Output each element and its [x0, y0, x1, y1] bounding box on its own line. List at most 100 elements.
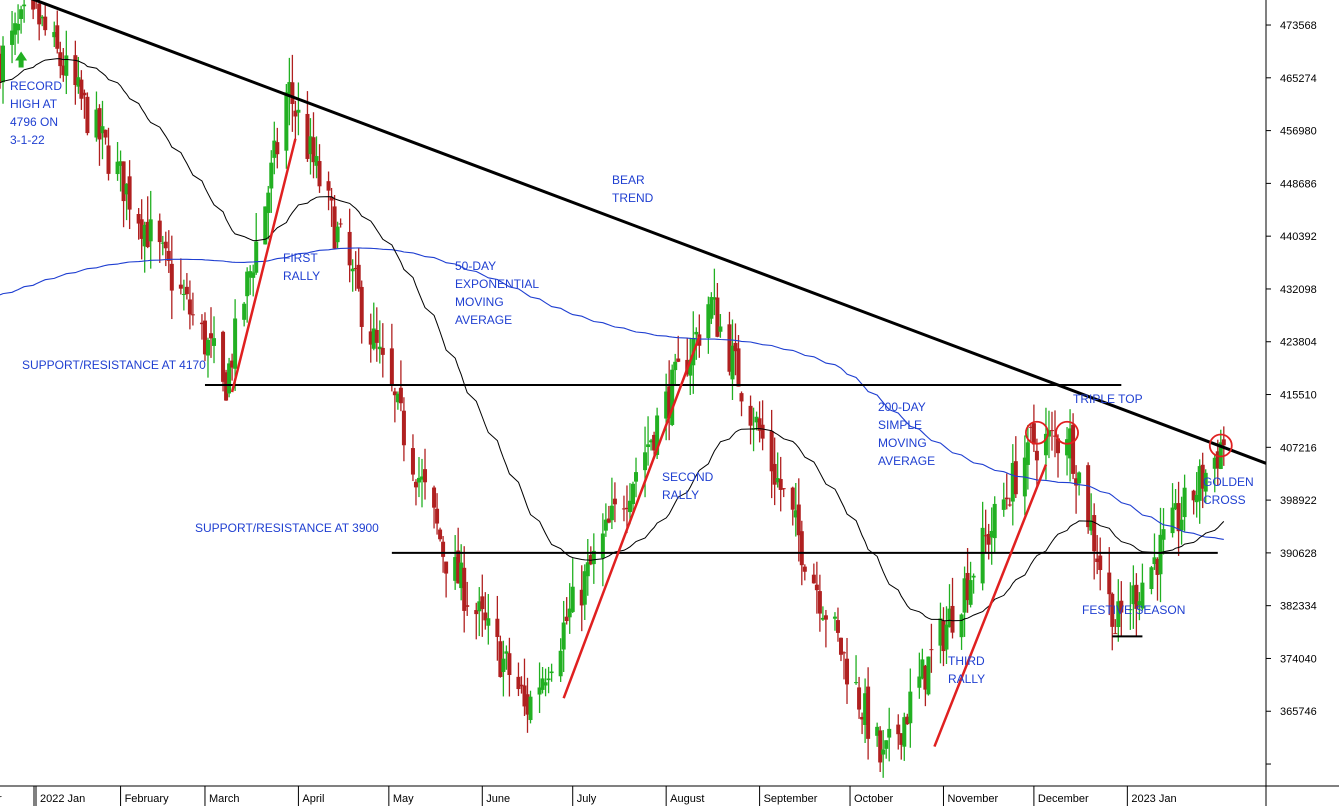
candle-body [673, 362, 677, 370]
candle-body [414, 482, 418, 488]
candle-body [884, 740, 888, 749]
annotation-line: SIMPLE [878, 418, 922, 432]
candle-body [122, 161, 126, 201]
candle-body [462, 568, 466, 611]
candle-body [565, 617, 569, 621]
candle-body [972, 576, 976, 578]
candle-body [85, 97, 89, 133]
annotation-line: AVERAGE [455, 313, 512, 327]
candle-body [1005, 498, 1009, 500]
candle-body [836, 620, 840, 633]
candle-body [960, 614, 964, 637]
annotation-label: TRIPLE TOP [1073, 392, 1143, 406]
candle-body [800, 531, 804, 565]
candle-body [486, 618, 490, 626]
candle-body [1050, 430, 1054, 431]
y-tick-label: 398922 [1280, 495, 1317, 507]
candle-body [318, 161, 322, 186]
x-tick-label: 2023 Jan [1131, 793, 1176, 805]
candle-body [1092, 515, 1096, 551]
candle-body [1008, 505, 1012, 506]
candle-body [55, 25, 59, 48]
candle-body [878, 730, 882, 762]
annotation-line: SECOND [662, 470, 714, 484]
annotation-label: SUPPORT/RESISTANCE AT 4170 [22, 358, 206, 372]
candle-body [438, 530, 442, 540]
candle-body [227, 363, 231, 393]
candle-body [107, 145, 111, 173]
x-tick-label: April [302, 793, 324, 805]
annotation-line: RALLY [662, 488, 699, 502]
candle-body [185, 287, 189, 294]
candle-body [791, 488, 795, 510]
candle-body [191, 314, 195, 315]
candle-body [233, 318, 237, 368]
candle-body [1077, 472, 1081, 483]
y-tick-label: 382334 [1280, 601, 1317, 613]
candle-body [516, 677, 520, 689]
candle-body [797, 505, 801, 536]
candle-body [926, 657, 930, 695]
candle-body [1162, 529, 1166, 540]
annotation-label: SUPPORT/RESISTANCE AT 3900 [195, 521, 379, 535]
candle-body [694, 332, 698, 334]
x-tick-label: 2022 Jan [40, 793, 85, 805]
candle-body [179, 285, 183, 289]
candle-body [740, 393, 744, 401]
candle-body [1098, 556, 1102, 570]
y-tick-label: 423804 [1280, 337, 1317, 349]
candle-body [16, 24, 20, 30]
candle-body [631, 484, 635, 504]
annotation-line: THIRD [948, 654, 985, 668]
y-tick-label: 390628 [1280, 548, 1317, 560]
candle-body [544, 682, 548, 685]
candle-body [1014, 461, 1018, 494]
candle-body [336, 227, 340, 243]
candle-body [402, 411, 406, 446]
candle-body [969, 580, 973, 605]
candle-body [803, 567, 807, 572]
candle-body [854, 682, 858, 683]
y-tick-label: 374040 [1280, 653, 1317, 665]
candle-body [170, 264, 174, 291]
annotation-line: 4796 ON [10, 115, 58, 129]
annotation-line: SUPPORT/RESISTANCE AT 3900 [195, 521, 379, 535]
candle-body [562, 623, 566, 650]
annotation-line: HIGH AT [10, 97, 58, 111]
candle-body [1149, 567, 1153, 589]
candle-body [559, 651, 563, 676]
candle-body [824, 615, 828, 619]
y-tick-label: 415510 [1280, 390, 1317, 402]
candle-body [501, 659, 505, 672]
candle-body [269, 163, 273, 189]
candle-body [254, 241, 258, 272]
candle-body [411, 448, 415, 475]
candle-body [818, 591, 822, 613]
candle-body [866, 687, 870, 739]
candle-body [22, 5, 26, 7]
candle-body [842, 652, 846, 653]
candle-body [64, 55, 68, 75]
candle-body [79, 80, 83, 99]
candle-body [43, 17, 47, 30]
candle-body [610, 506, 614, 521]
candle-body [643, 452, 647, 470]
candle-body [423, 469, 427, 482]
y-tick-label: 440392 [1280, 231, 1317, 243]
annotation-line: SUPPORT/RESISTANCE AT 4170 [22, 358, 206, 372]
x-tick-label: June [486, 793, 510, 805]
annotation-line: CROSS [1203, 493, 1246, 507]
candle-body [761, 425, 765, 439]
candle-body [495, 619, 499, 637]
candle-body [296, 110, 300, 113]
candle-body [845, 659, 849, 685]
candle-body [390, 348, 394, 386]
candle-body [908, 692, 912, 724]
annotation-line: 3-1-22 [10, 133, 45, 147]
candle-body [351, 269, 355, 272]
candle-body [339, 223, 343, 224]
annotation-line: MOVING [878, 436, 927, 450]
y-tick-label: 465274 [1280, 73, 1317, 85]
candle-body [529, 697, 533, 720]
candle-body [896, 725, 900, 735]
